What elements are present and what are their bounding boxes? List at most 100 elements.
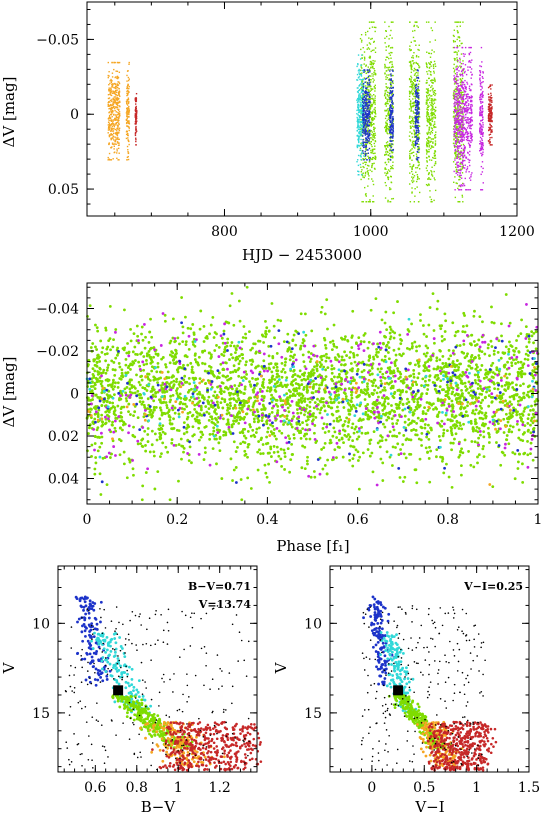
lightcurve-point xyxy=(455,81,458,83)
lightcurve-point xyxy=(428,148,430,151)
lightcurve-point xyxy=(415,104,417,106)
lightcurve-point xyxy=(480,145,483,148)
lightcurve-point xyxy=(357,124,359,126)
lightcurve-point xyxy=(356,101,359,104)
lightcurve-point xyxy=(368,83,371,86)
lightcurve-point xyxy=(417,102,419,104)
lightcurve-point xyxy=(365,161,367,164)
lightcurve-point xyxy=(365,81,367,83)
lightcurve-point xyxy=(468,46,470,49)
lightcurve-point xyxy=(111,76,114,78)
lightcurve-point xyxy=(135,128,137,131)
lightcurve-point xyxy=(411,132,413,135)
lightcurve-point xyxy=(364,81,366,83)
lightcurve-point xyxy=(455,124,457,126)
lightcurve-point xyxy=(368,68,371,70)
lightcurve-point xyxy=(455,81,457,84)
lightcurve-point xyxy=(457,131,459,133)
lightcurve-point xyxy=(118,116,120,118)
lightcurve-point xyxy=(454,114,457,117)
lightcurve-point xyxy=(456,115,459,117)
lightcurve-point xyxy=(386,130,388,132)
lightcurve-point xyxy=(368,91,370,94)
lightcurve-point xyxy=(359,122,361,124)
lightcurve-point xyxy=(358,132,360,134)
phased-point xyxy=(473,412,477,416)
lightcurve-point xyxy=(360,79,363,81)
lightcurve-point xyxy=(452,67,455,70)
lightcurve-point xyxy=(434,116,437,119)
lightcurve-point xyxy=(465,121,468,123)
lightcurve-point xyxy=(388,66,390,69)
lightcurve-point xyxy=(371,103,374,106)
lightcurve-point xyxy=(384,96,387,98)
lightcurve-point xyxy=(482,151,484,153)
lightcurve-point xyxy=(456,129,458,131)
lightcurve-point xyxy=(119,105,121,108)
lightcurve-point xyxy=(462,98,465,100)
lightcurve-point xyxy=(365,89,367,91)
phased-point xyxy=(200,413,204,417)
lightcurve-point xyxy=(457,108,459,110)
lightcurve-point xyxy=(432,107,434,109)
lightcurve-point xyxy=(391,104,393,106)
lightcurve-point xyxy=(390,149,392,152)
lightcurve-point xyxy=(391,136,394,139)
phased-point xyxy=(309,352,313,355)
lightcurve-point xyxy=(434,114,436,117)
lightcurve-point xyxy=(470,134,473,136)
lightcurve-point xyxy=(453,138,455,140)
lightcurve-point xyxy=(431,29,434,32)
lightcurve-point xyxy=(359,73,361,75)
lightcurve-point xyxy=(116,97,118,99)
lightcurve-point xyxy=(491,108,493,110)
lightcurve-point xyxy=(118,122,120,124)
lightcurve-point xyxy=(113,90,115,92)
lightcurve-point xyxy=(433,125,435,128)
lightcurve-point xyxy=(417,201,420,203)
lightcurve-point xyxy=(430,79,433,82)
lightcurve-point xyxy=(479,70,482,72)
phased-point xyxy=(529,409,532,412)
lightcurve-point xyxy=(392,86,394,89)
lightcurve-point xyxy=(362,112,365,115)
lightcurve-point xyxy=(365,64,368,66)
phased-point xyxy=(383,400,387,403)
lightcurve-point xyxy=(366,171,369,173)
lightcurve-point xyxy=(361,144,363,147)
phased-point xyxy=(140,378,144,382)
lightcurve-point xyxy=(454,77,456,79)
lightcurve-point xyxy=(413,130,415,132)
lightcurve-point xyxy=(460,127,462,129)
lightcurve-point xyxy=(372,41,375,43)
lightcurve-point xyxy=(113,92,116,95)
lightcurve-point xyxy=(117,112,120,115)
lightcurve-point xyxy=(431,107,433,110)
lightcurve-point xyxy=(391,91,393,93)
lightcurve-point xyxy=(364,161,366,163)
lightcurve-point xyxy=(115,152,118,154)
lightcurve-point xyxy=(425,88,428,90)
lightcurve-point xyxy=(461,110,463,113)
lightcurve-point xyxy=(431,98,434,100)
lightcurve-point xyxy=(457,140,459,142)
lightcurve-point xyxy=(412,165,415,167)
lightcurve-point xyxy=(368,116,370,119)
lightcurve-point xyxy=(372,183,375,186)
lightcurve-point xyxy=(358,126,360,129)
lightcurve-point xyxy=(126,102,128,105)
lightcurve-point xyxy=(110,137,112,140)
lightcurve-point xyxy=(116,106,119,109)
lightcurve-point xyxy=(389,92,391,95)
lightcurve-point xyxy=(453,96,455,99)
lightcurve-point xyxy=(126,145,129,148)
lightcurve-point xyxy=(459,126,461,128)
lightcurve-point xyxy=(458,145,461,148)
lightcurve-point xyxy=(456,109,459,112)
phased-point xyxy=(298,369,302,373)
lightcurve-point xyxy=(387,102,389,105)
lightcurve-point xyxy=(366,149,368,151)
lightcurve-point xyxy=(426,119,429,121)
lightcurve-point xyxy=(456,69,458,71)
lightcurve-point xyxy=(460,98,463,100)
